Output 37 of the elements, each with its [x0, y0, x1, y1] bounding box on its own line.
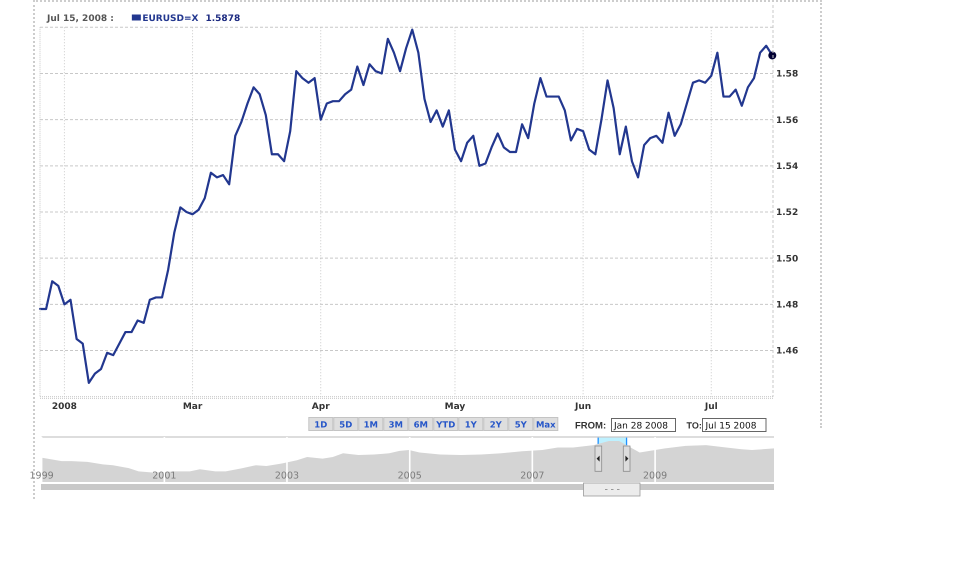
y-tick-label: 1.52: [776, 208, 798, 218]
y-tick-label: 1.58: [776, 70, 798, 80]
button[interactable]: 5Y: [508, 417, 534, 431]
button[interactable]: 2Y: [483, 417, 508, 431]
x-tick-label: Jul: [704, 402, 718, 412]
x-tick-label: 2003: [274, 470, 300, 482]
y-tick-label: 1.56: [776, 116, 798, 126]
x-tick-label: 1999: [30, 470, 54, 482]
x-tick-label: 2009: [643, 470, 668, 482]
text: FROM:: [575, 420, 606, 432]
x-tick-label: Apr: [312, 402, 330, 412]
text: TO:: [686, 420, 702, 430]
x-tick-label: 2007: [520, 470, 544, 482]
x-tick-label: Mar: [182, 402, 203, 412]
text: 1.5878: [205, 14, 240, 24]
text-field[interactable]: Jan 28 2008: [611, 418, 676, 432]
button[interactable]: 1D: [308, 417, 334, 431]
scrollbar[interactable]: [41, 482, 774, 496]
y-tick-label: 1.46: [776, 346, 798, 357]
legend-label: EURUSD=X: [142, 14, 199, 24]
x-tick-label: 2005: [398, 470, 422, 482]
x-tick-label: 2008: [52, 402, 77, 412]
x-tick-label: Jun: [574, 402, 592, 412]
button[interactable]: Max: [533, 417, 558, 431]
button[interactable]: 1M: [358, 417, 384, 431]
text: Jul 15, 2008 :: [46, 14, 114, 24]
x-tick-label: 2001: [152, 470, 176, 482]
y-tick-label: 1.54: [776, 162, 798, 172]
button[interactable]: 6M: [408, 417, 434, 431]
y-tick-label: 1.48: [776, 300, 798, 310]
button[interactable]: 1Y: [458, 417, 484, 431]
button[interactable]: 3M: [383, 417, 408, 431]
button[interactable]: YTD: [433, 417, 458, 431]
x-tick-label: May: [444, 402, 466, 412]
text-field[interactable]: Jul 15 2008: [702, 418, 766, 432]
y-tick-label: 1.50: [776, 254, 798, 264]
button[interactable]: 5D: [333, 417, 358, 431]
